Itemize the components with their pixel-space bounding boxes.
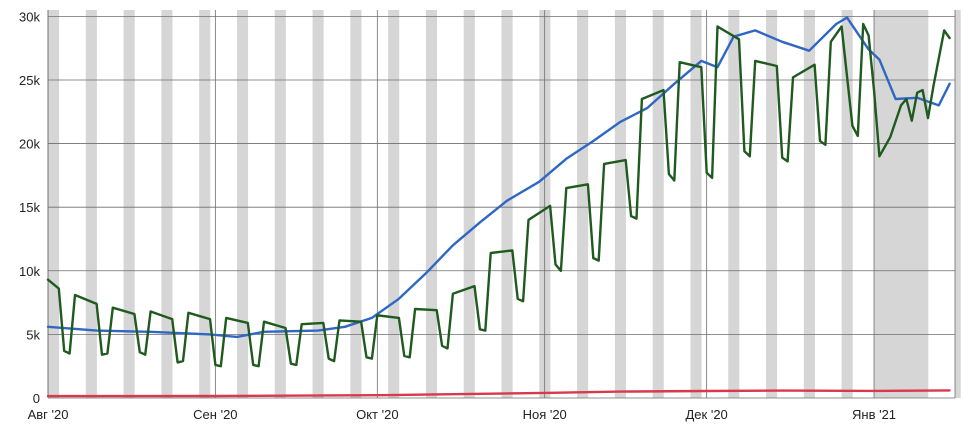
weekend-band xyxy=(658,10,664,398)
grid-lines xyxy=(47,10,956,399)
weekend-band xyxy=(123,10,130,398)
weekend-band xyxy=(652,10,659,398)
weekend-band xyxy=(733,10,740,398)
weekend-band xyxy=(809,10,815,398)
weekend-band xyxy=(690,10,697,398)
weekend-band xyxy=(506,10,513,398)
weekend-band xyxy=(728,10,734,398)
y-tick-label: 25k xyxy=(19,73,40,88)
weekend-band xyxy=(85,10,92,398)
weekend-band xyxy=(355,10,362,398)
weekend-band xyxy=(161,10,168,398)
x-tick-label: Окт '20 xyxy=(356,407,398,422)
weekend-band xyxy=(766,10,772,398)
weekend-band xyxy=(955,10,961,398)
weekend-band xyxy=(53,10,60,398)
weekend-band xyxy=(280,10,286,398)
weekend-band xyxy=(204,10,211,398)
weekend-band xyxy=(841,10,848,398)
x-tick-label: Авг '20 xyxy=(28,407,69,422)
series-line xyxy=(46,16,951,339)
weekend-band xyxy=(91,10,97,398)
x-axis-labels: Авг '20 Сен '20 Окт '20 Ноя '20 Дек '20 Янв '… xyxy=(28,407,896,422)
weekend-band xyxy=(128,10,135,398)
series-lines xyxy=(46,16,951,398)
x-tick-label: Сен '20 xyxy=(193,407,237,422)
weekend-band xyxy=(847,10,853,398)
y-tick-label: 10k xyxy=(19,264,40,279)
series-line xyxy=(46,22,951,368)
y-tick-label: 0 xyxy=(33,391,40,406)
weekend-band xyxy=(695,10,702,398)
series-line xyxy=(46,389,951,398)
weekend-band xyxy=(48,10,54,398)
y-tick-label: 30k xyxy=(19,9,40,24)
weekend-band xyxy=(388,10,394,398)
weekend-band xyxy=(242,10,249,398)
weekend-band xyxy=(582,10,589,398)
weekend-band xyxy=(317,10,324,398)
weekend-band xyxy=(393,10,400,398)
weekend-band xyxy=(274,10,281,398)
weekend-band xyxy=(431,10,438,398)
x-tick-label: Ноя '20 xyxy=(523,407,567,422)
weekend-band xyxy=(620,10,626,398)
weekend-band xyxy=(312,10,319,398)
weekend-band xyxy=(425,10,432,398)
weekend-band xyxy=(463,10,470,398)
y-tick-label: 5k xyxy=(26,327,40,342)
y-tick-label: 15k xyxy=(19,200,40,215)
weekend-band xyxy=(469,10,475,398)
weekend-band xyxy=(614,10,621,398)
weekend-band xyxy=(166,10,173,398)
weekend-band xyxy=(539,10,545,398)
weekend-band xyxy=(350,10,357,398)
weekend-band xyxy=(771,10,778,398)
weekend-band xyxy=(199,10,205,398)
holiday-band xyxy=(874,10,929,398)
x-tick-label: Дек '20 xyxy=(686,407,728,422)
y-axis-labels: 0 5k 10k 15k 20k 25k 30k xyxy=(19,9,40,406)
weekend-band xyxy=(544,10,551,398)
x-tick-label: Янв '21 xyxy=(852,407,896,422)
y-tick-label: 20k xyxy=(19,137,40,152)
weekend-bands xyxy=(48,10,961,398)
weekend-band xyxy=(577,10,583,398)
weekend-band xyxy=(236,10,243,398)
weekend-band xyxy=(803,10,810,398)
